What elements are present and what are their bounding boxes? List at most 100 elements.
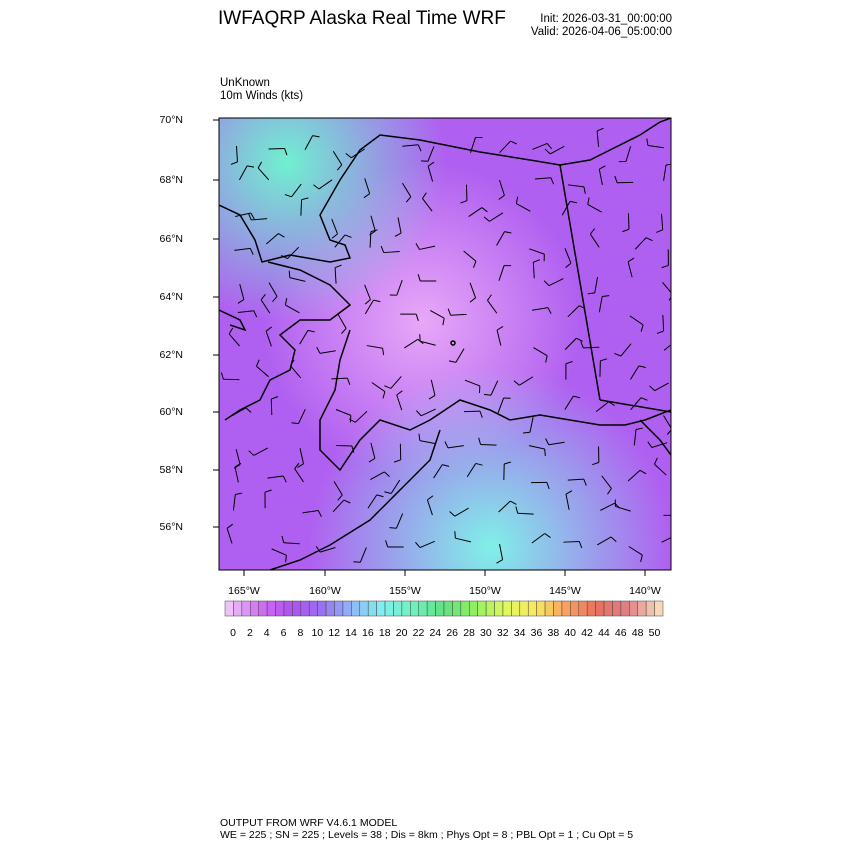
wind-barb-flag [382, 348, 385, 356]
lat-label: 60°N [159, 406, 183, 418]
wind-barb-flag [550, 177, 555, 185]
colorbar-label: 14 [345, 627, 357, 639]
wind-barb-flag [635, 427, 643, 431]
wind-barb [426, 499, 433, 516]
wind-barb [226, 528, 233, 544]
lat-label: 66°N [159, 233, 183, 245]
wind-barb-flag [545, 438, 550, 445]
wind-barb-flag [234, 462, 242, 468]
wind-barb [335, 409, 351, 416]
wind-barb-flag [351, 445, 355, 453]
wind-barb [625, 146, 632, 162]
wind-barb [419, 440, 436, 445]
wind-barb [427, 146, 435, 162]
wind-barb [498, 500, 511, 513]
wind-barb [402, 144, 419, 147]
colorbar-box [334, 600, 344, 617]
colorbar-label: 22 [412, 627, 425, 639]
wind-barb-flag [394, 232, 402, 237]
wind-barb [663, 415, 671, 429]
wind-barb-flag [515, 506, 519, 514]
wind-barb-flag [282, 475, 287, 483]
wind-barb-flag [447, 308, 452, 316]
wind-barb-flag [370, 229, 378, 233]
wind-barb-flag [415, 541, 421, 548]
wind-barb-flag [248, 450, 255, 456]
wind-barb [598, 296, 603, 313]
wind-barb [268, 282, 278, 297]
wind-barb-flag [638, 365, 646, 369]
wind-barb [299, 330, 309, 345]
colorbar-box [393, 600, 403, 617]
colorbar-box [544, 600, 554, 617]
colorbar-label: 36 [530, 627, 543, 639]
wind-barb [499, 543, 504, 560]
wind-barb [228, 333, 240, 347]
wind-barb-flag [384, 491, 392, 495]
wind-barb [498, 265, 505, 281]
wind-barb [654, 463, 667, 476]
wind-barb [662, 281, 671, 294]
wind-barb [651, 442, 668, 449]
wind-barb [337, 314, 347, 329]
wind-barb-flag [291, 422, 299, 425]
wind-barb-flag [348, 418, 356, 423]
wind-barb-flag [427, 161, 435, 167]
wind-barb-flag [235, 492, 243, 495]
wind-barb [455, 348, 465, 363]
lon-label: 160°W [309, 585, 341, 597]
wind-barb-flag [639, 469, 647, 475]
wind-barb [331, 218, 338, 235]
wind-barb [600, 502, 615, 511]
wind-barb-flag [253, 310, 258, 318]
wind-barb-flag [226, 523, 234, 529]
wind-barb-flag [607, 488, 612, 495]
colorbar-label: 6 [280, 627, 287, 639]
wind-barb-flag [260, 294, 266, 301]
lat-label: 70°N [159, 114, 183, 126]
wind-barb-flag [627, 257, 635, 263]
colorbar-label: 42 [581, 627, 593, 639]
wind-barb [427, 165, 434, 182]
wind-barb [615, 505, 631, 512]
wind-barb [589, 233, 600, 248]
wind-barb [234, 466, 239, 483]
wind-barb-flag [271, 396, 279, 400]
wind-barb [496, 231, 505, 246]
wind-barb-flag [393, 459, 401, 463]
wind-barb-flag [285, 555, 287, 563]
coastline [219, 118, 671, 570]
wind-barb-flag [589, 228, 596, 235]
wind-barb [390, 376, 402, 389]
wind-barb-flag [573, 395, 581, 399]
wind-barb-flag [382, 391, 386, 399]
wind-barb-flag [421, 192, 427, 199]
colorbar-label: 2 [246, 627, 253, 639]
wind-barb-flag [316, 346, 321, 354]
wind-barb [371, 382, 386, 393]
wind-barb-flag [547, 307, 552, 315]
wind-barb [516, 203, 531, 212]
wind-barb-flag [353, 561, 361, 563]
wind-barb-flag [475, 462, 483, 466]
wind-barb-flag [587, 197, 590, 205]
wind-barb-flag [481, 207, 488, 213]
colorbar-box [342, 600, 352, 617]
wind-barb-flag [479, 410, 483, 418]
wind-barb [369, 231, 372, 248]
colorbar-box [351, 600, 361, 617]
wind-barb-flag [384, 471, 390, 478]
colorbar-box [317, 600, 327, 617]
wind-barb-flag [284, 148, 288, 156]
wind-barb [420, 340, 436, 346]
plot-title: IWFAQRP Alaska Real Time WRF [218, 8, 506, 29]
wind-barb [466, 463, 477, 478]
colorbar-box [469, 600, 478, 617]
colorbar-box [241, 600, 251, 617]
colorbar-box [612, 600, 622, 617]
colorbar-label: 12 [328, 627, 340, 639]
colorbar-box [283, 600, 293, 617]
wind-barb-flag [544, 148, 551, 155]
colorbar-box [485, 600, 495, 617]
